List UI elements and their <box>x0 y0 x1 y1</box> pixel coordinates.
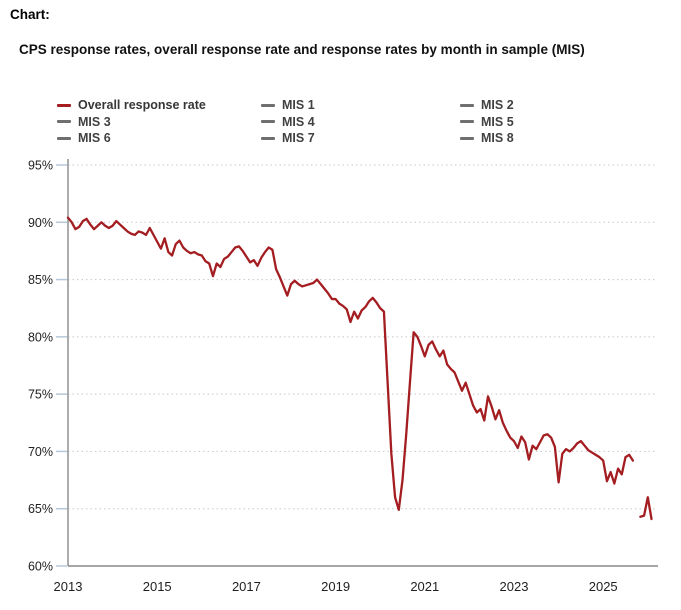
legend-dash-icon <box>57 136 71 140</box>
y-tick-label: 95% <box>28 159 53 173</box>
chart-title: CPS response rates, overall response rat… <box>19 42 585 57</box>
x-tick-label: 2015 <box>143 579 172 594</box>
legend-item-label: MIS 6 <box>78 131 111 146</box>
legend-item-mis-2[interactable]: MIS 2 <box>460 98 635 112</box>
x-tick-label: 2017 <box>232 579 261 594</box>
chart-legend: Overall response rate MIS 1 MIS 2 MIS 3 MIS … <box>57 97 635 147</box>
y-tick-label: 70% <box>28 445 53 459</box>
y-axis-ticks: 60% 65% 70% 75% 80% 85% 90% 95% <box>28 159 67 574</box>
legend-dash-icon <box>261 120 275 124</box>
legend-item-label: MIS 3 <box>78 114 111 129</box>
legend-item-mis-7[interactable]: MIS 7 <box>261 131 460 145</box>
legend-item-label: Overall response rate <box>78 98 206 113</box>
y-tick-label: 60% <box>28 560 53 574</box>
overall-response-rate-line <box>639 496 653 521</box>
legend-item-mis-8[interactable]: MIS 8 <box>460 131 635 145</box>
y-tick-label: 75% <box>28 388 53 402</box>
x-tick-label: 2019 <box>321 579 350 594</box>
legend-dash-icon <box>460 136 474 140</box>
x-axis-ticks: 2013 2015 2017 2019 2021 2023 2025 <box>54 579 618 594</box>
axes <box>67 159 658 567</box>
gridlines <box>68 164 656 510</box>
legend-item-mis-6[interactable]: MIS 6 <box>57 131 261 145</box>
overall-response-rate-series <box>66 216 653 521</box>
legend-dash-icon <box>460 120 474 124</box>
x-tick-label: 2021 <box>410 579 439 594</box>
legend-dash-icon <box>261 103 275 107</box>
legend-item-label: MIS 2 <box>481 98 514 113</box>
legend-dash-icon <box>261 136 275 140</box>
x-tick-label: 2013 <box>54 579 83 594</box>
y-tick-label: 85% <box>28 273 53 287</box>
legend-item-mis-1[interactable]: MIS 1 <box>261 98 460 112</box>
legend-dash-icon <box>57 120 71 124</box>
x-tick-label: 2025 <box>589 579 618 594</box>
y-tick-label: 80% <box>28 330 53 344</box>
legend-item-mis-4[interactable]: MIS 4 <box>261 115 460 129</box>
legend-item-overall-response-rate[interactable]: Overall response rate <box>57 98 261 112</box>
legend-item-mis-3[interactable]: MIS 3 <box>57 115 261 129</box>
y-tick-label: 65% <box>28 502 53 516</box>
chart-label: Chart: <box>10 7 50 22</box>
legend-item-mis-5[interactable]: MIS 5 <box>460 115 635 129</box>
legend-dash-icon <box>460 103 474 107</box>
y-tick-label: 90% <box>28 216 53 230</box>
legend-dash-icon <box>57 103 71 107</box>
legend-item-label: MIS 8 <box>481 131 514 146</box>
legend-item-label: MIS 7 <box>282 131 315 146</box>
legend-item-label: MIS 1 <box>282 98 315 113</box>
legend-item-label: MIS 5 <box>481 114 514 129</box>
overall-response-rate-line <box>66 216 635 512</box>
legend-item-label: MIS 4 <box>282 114 315 129</box>
x-tick-label: 2023 <box>500 579 529 594</box>
